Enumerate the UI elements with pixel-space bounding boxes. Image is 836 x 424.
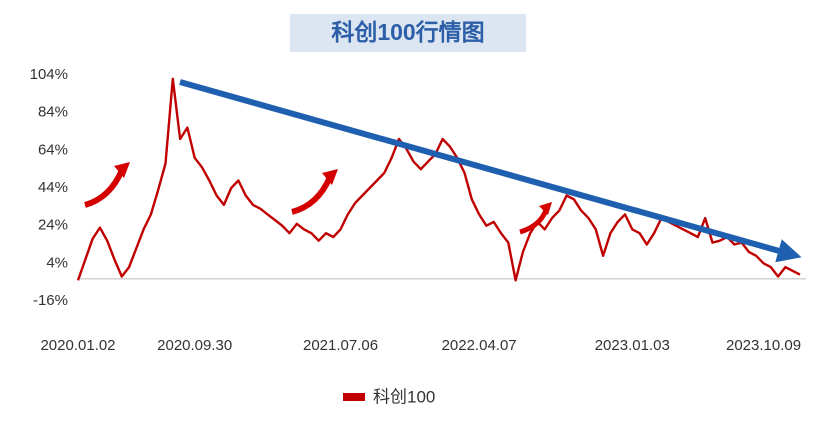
trend-arrow-head <box>539 202 552 215</box>
trend-line <box>179 79 802 263</box>
y-tick-label: 104% <box>30 66 68 83</box>
x-tick-label: 2020.09.30 <box>157 337 232 354</box>
y-tick-label: 24% <box>38 217 68 234</box>
title-bg <box>290 14 526 52</box>
chart-title: 科创100行情图 <box>331 19 484 45</box>
y-tick-label: -16% <box>33 292 68 309</box>
x-tick-label: 2023.10.09 <box>726 337 801 354</box>
plot-area: -16% 4% 24% 44% 64% 84% 104% 2020.01.02 2020.09.… <box>30 66 806 406</box>
y-tick-label: 64% <box>38 141 68 158</box>
legend-swatch <box>343 393 365 401</box>
trend-arrow-head <box>114 162 130 178</box>
x-tick-label: 2021.07.06 <box>303 337 378 354</box>
trend-arrow <box>291 175 333 215</box>
x-tick-label: 2023.01.03 <box>595 337 670 354</box>
y-tick-label: 4% <box>46 254 68 271</box>
y-tick-label: 44% <box>38 179 68 196</box>
legend-label: 科创100 <box>373 387 435 406</box>
y-tick-label: 84% <box>38 104 68 121</box>
trend-arrow <box>84 168 125 208</box>
trend-arrow <box>519 209 549 235</box>
series-line <box>76 77 801 282</box>
x-tick-label: 2022.04.07 <box>442 337 517 354</box>
trend-arrow-head <box>322 169 338 185</box>
x-tick-label: 2020.01.02 <box>40 337 115 354</box>
